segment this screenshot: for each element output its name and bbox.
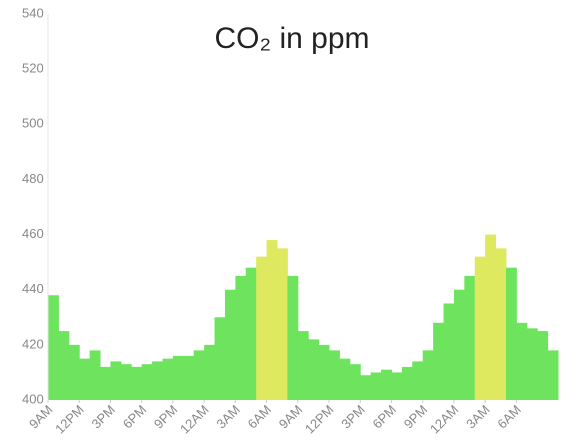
area-segment — [131, 366, 143, 400]
y-tick-label: 540 — [22, 5, 44, 20]
area-segment — [422, 350, 434, 400]
area-segment — [297, 331, 309, 400]
area-segment — [120, 364, 132, 400]
area-segment — [537, 331, 549, 400]
area-segment — [204, 344, 216, 400]
area-segment — [266, 240, 278, 400]
y-tick-label: 520 — [22, 61, 44, 76]
x-tick-label: 6AM — [245, 402, 275, 432]
area-segment — [412, 361, 424, 400]
x-tick-label: 3PM — [88, 402, 118, 432]
area-segment — [526, 328, 538, 400]
area-segment — [318, 344, 330, 400]
x-tick-label: 9AM — [276, 402, 306, 432]
x-tick-label: 3AM — [213, 402, 243, 432]
y-tick-label: 400 — [22, 391, 44, 406]
x-tick-label: 6PM — [370, 402, 400, 432]
x-tick-label: 9PM — [401, 402, 431, 432]
x-tick-label: 9PM — [151, 402, 181, 432]
area-segment — [381, 369, 392, 400]
y-tick-label: 460 — [22, 226, 44, 241]
x-tick-label: 12PM — [52, 402, 87, 437]
area-segment — [391, 372, 403, 400]
area-segment — [370, 372, 382, 400]
chart-title: CO₂ in ppm — [214, 22, 369, 55]
area-segment — [235, 275, 247, 400]
area-segment — [349, 364, 361, 400]
area-segment — [401, 366, 413, 400]
area-segment — [464, 275, 476, 400]
area-segment — [308, 339, 320, 400]
area-segment — [48, 295, 59, 400]
area-segment — [276, 248, 288, 400]
area-segment — [547, 350, 559, 400]
area-segment — [329, 350, 340, 400]
area-segment — [68, 344, 80, 400]
area-segment — [152, 361, 163, 400]
y-tick-label: 440 — [22, 281, 44, 296]
area-segment — [505, 267, 517, 400]
x-tick-label: 6PM — [120, 402, 150, 432]
area-segment — [172, 355, 184, 400]
area-segment — [224, 289, 236, 400]
area-segment — [79, 358, 91, 400]
area-segment — [256, 256, 268, 400]
x-tick-label: 12AM — [427, 402, 462, 437]
x-tick-label: 12AM — [177, 402, 212, 437]
area-segment — [453, 289, 465, 400]
y-tick-label: 500 — [22, 116, 44, 131]
area-segment — [433, 322, 445, 400]
area-segment — [245, 267, 257, 400]
area-segment — [474, 256, 486, 400]
area-segment — [89, 350, 101, 400]
area-segment — [100, 366, 111, 400]
area-segment — [162, 358, 174, 400]
area-segment — [443, 303, 455, 400]
x-tick-label: 6AM — [494, 402, 524, 432]
y-tick-label: 480 — [22, 171, 44, 186]
area-segment — [339, 358, 351, 400]
area-segment — [141, 364, 153, 400]
area-segment — [485, 234, 497, 400]
x-tick-label: 3AM — [463, 402, 493, 432]
area-segment — [58, 331, 70, 400]
area-segment — [495, 248, 507, 400]
x-tick-label: 12PM — [302, 402, 337, 437]
area-segment — [516, 322, 528, 400]
area-segment — [110, 361, 122, 400]
x-tick-label: 3PM — [338, 402, 368, 432]
area-segment — [214, 317, 226, 400]
area-segment — [193, 350, 205, 400]
area-segment — [183, 355, 195, 400]
area-segment — [360, 375, 372, 400]
area-segment — [287, 275, 299, 400]
y-tick-label: 420 — [22, 336, 44, 351]
